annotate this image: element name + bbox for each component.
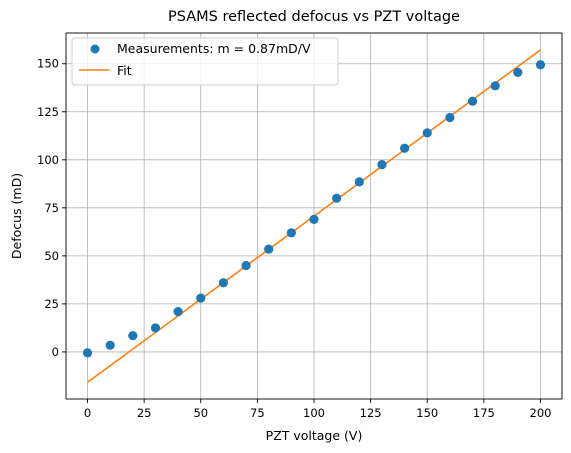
x-axis-label: PZT voltage (V) — [266, 428, 363, 443]
y-axis-label: Defocus (mD) — [9, 173, 24, 259]
measurement-point — [535, 60, 546, 70]
measurement-point — [286, 228, 296, 238]
measurement-point — [105, 340, 115, 350]
x-axis-ticks: 0 25 50 75 100 125 150 175 200 — [84, 399, 552, 420]
measurement-point — [377, 160, 387, 170]
measurement-point — [241, 260, 251, 271]
x-tick-label: 175 — [473, 406, 495, 420]
measurement-point — [264, 244, 274, 254]
grid-lines — [66, 33, 562, 399]
measurement-point — [445, 112, 455, 123]
y-tick-label: 75 — [44, 201, 59, 215]
legend-marker-measurements — [90, 44, 100, 54]
x-tick-label: 0 — [84, 406, 91, 420]
legend-box — [71, 37, 339, 86]
chart-title: PSAMS reflected defocus vs PZT voltage — [168, 9, 460, 25]
measurement-point — [309, 214, 319, 224]
measurement-point — [467, 96, 478, 106]
measurement-markers — [82, 60, 546, 358]
measurement-point — [150, 323, 161, 333]
y-tick-label: 100 — [37, 153, 59, 167]
y-tick-label: 0 — [52, 345, 59, 359]
x-tick-label: 200 — [530, 406, 552, 420]
legend-label-measurements: Measurements: m = 0.87mD/V — [117, 41, 311, 56]
x-tick-label: 100 — [303, 406, 325, 420]
measurement-point — [196, 293, 206, 303]
measurement-point — [173, 306, 183, 317]
x-tick-label: 150 — [416, 406, 438, 420]
measurement-point — [218, 278, 229, 288]
y-tick-label: 50 — [44, 249, 59, 263]
x-tick-label: 50 — [193, 406, 208, 420]
y-axis-ticks: 0 25 50 75 100 125 150 — [37, 57, 66, 359]
legend-label-fit: Fit — [117, 63, 132, 78]
measurement-point — [490, 81, 500, 91]
y-tick-label: 125 — [37, 105, 59, 119]
measurement-point — [399, 143, 410, 153]
measurement-point — [422, 128, 432, 138]
measurement-point — [354, 177, 364, 187]
legend: Measurements: m = 0.87mD/V Fit — [71, 37, 339, 86]
x-tick-label: 75 — [250, 406, 265, 420]
x-tick-label: 125 — [360, 406, 382, 420]
y-tick-label: 150 — [37, 57, 59, 71]
y-tick-label: 25 — [44, 297, 59, 311]
measurement-point — [513, 67, 523, 77]
measurement-point — [82, 348, 93, 358]
measurement-point — [128, 330, 138, 341]
x-tick-label: 25 — [137, 406, 152, 420]
measurement-point — [332, 193, 342, 203]
